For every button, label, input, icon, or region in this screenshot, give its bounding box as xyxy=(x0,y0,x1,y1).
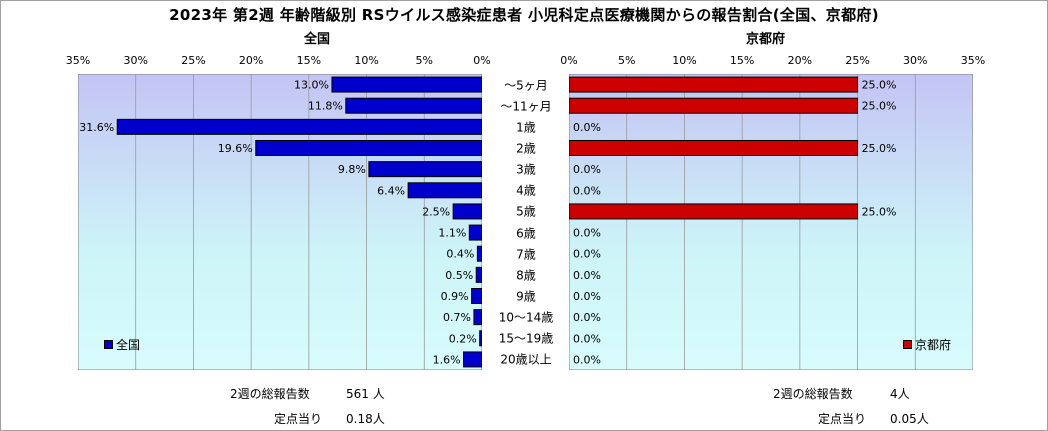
kyoto-data-label: 0.0% xyxy=(573,227,601,240)
national-tick-label: 0% xyxy=(473,54,491,67)
footer-right-per-label: 定点当り xyxy=(818,412,867,426)
plot-area-national: 13.0% 11.8% 31.6% 19.6% 9.8% 6.4% 2.5% 1.1% 0.4%… xyxy=(78,74,482,370)
national-data-label: 0.4% xyxy=(446,248,474,261)
national-bar xyxy=(475,266,482,283)
national-data-label: 9.8% xyxy=(338,163,366,176)
national-bar xyxy=(116,118,482,135)
legend-label-kyoto: 京都府 xyxy=(915,338,952,352)
national-data-label: 11.8% xyxy=(308,100,343,113)
kyoto-tick-label: 5% xyxy=(617,54,636,67)
category-label: ～5ヶ月 xyxy=(504,78,548,93)
chart-title: 2023年 第2週 年齢階級別 RSウイルス感染症患者 小児科定点医療機関からの… xyxy=(169,6,879,24)
category-label: 20歳以上 xyxy=(500,352,552,367)
kyoto-data-label: 25.0% xyxy=(862,100,897,113)
category-label: 1歳 xyxy=(516,120,536,135)
kyoto-tick-label: 15% xyxy=(729,54,755,67)
category-label: 2歳 xyxy=(516,141,536,156)
kyoto-bar xyxy=(569,97,859,114)
category-label: 4歳 xyxy=(516,183,536,198)
national-tick-label: 20% xyxy=(238,54,264,67)
national-bar xyxy=(476,245,482,262)
kyoto-tick-label: 30% xyxy=(903,54,928,67)
national-tick-label: 35% xyxy=(65,54,91,67)
kyoto-data-label: 0.0% xyxy=(573,269,601,282)
kyoto-data-label: 0.0% xyxy=(573,311,601,324)
footer-right-total-label: 2週の総報告数 xyxy=(773,387,853,401)
kyoto-bar xyxy=(569,140,859,156)
category-label: ～11ヶ月 xyxy=(500,99,552,114)
national-bar xyxy=(463,351,482,368)
legend-kyoto: 京都府 xyxy=(903,336,951,353)
kyoto-data-label: 0.0% xyxy=(573,184,601,197)
kyoto-tick-label: 0% xyxy=(560,54,578,67)
national-bar xyxy=(368,161,482,178)
national-bar xyxy=(331,76,482,93)
category-label: 15～19歳 xyxy=(498,331,554,346)
national-bar xyxy=(255,140,482,156)
kyoto-data-label: 25.0% xyxy=(862,142,897,155)
national-data-label: 1.6% xyxy=(433,353,461,366)
national-tick-label: 5% xyxy=(415,54,434,67)
national-data-label: 0.9% xyxy=(441,290,469,303)
national-bar xyxy=(407,182,482,199)
footer-right-per-value: 0.05人 xyxy=(890,412,929,426)
kyoto-data-label: 25.0% xyxy=(862,79,897,92)
footer-left-per-label: 定点当り xyxy=(274,412,323,426)
kyoto-tick-label: 20% xyxy=(787,54,813,67)
kyoto-svg: 25.0% 25.0% 0.0% 25.0% 0.0% 0.0% 25.0% 0.0% 0.0%… xyxy=(569,74,973,370)
legend-label-national: 全国 xyxy=(116,338,141,352)
national-data-label: 6.4% xyxy=(377,184,405,197)
category-label: 10～14歳 xyxy=(498,310,554,325)
national-bar xyxy=(468,224,482,241)
category-label: 7歳 xyxy=(516,247,536,262)
national-data-label: 13.0% xyxy=(294,79,329,92)
kyoto-tick-label: 10% xyxy=(672,54,697,67)
national-tick-label: 30% xyxy=(123,54,148,67)
panel-title-national: 全国 xyxy=(304,32,331,47)
national-background xyxy=(78,74,482,370)
national-bar xyxy=(471,288,482,304)
legend-swatch-national xyxy=(104,340,113,349)
footer-left-total-value: 561 人 xyxy=(346,387,385,401)
kyoto-tick-label: 35% xyxy=(960,54,986,67)
kyoto-data-label: 0.0% xyxy=(573,121,601,134)
kyoto-data-label: 25.0% xyxy=(862,205,897,218)
national-data-label: 0.2% xyxy=(449,332,477,345)
kyoto-data-label: 0.0% xyxy=(573,248,601,261)
national-data-label: 0.7% xyxy=(443,311,471,324)
national-bar xyxy=(479,330,482,347)
kyoto-tick-label: 25% xyxy=(845,54,870,67)
national-data-label: 19.6% xyxy=(218,142,253,155)
legend-national: 全国 xyxy=(104,336,140,353)
category-label: 8歳 xyxy=(516,268,536,283)
category-label: 9歳 xyxy=(516,289,536,304)
national-tick-label: 10% xyxy=(354,54,379,67)
national-bar xyxy=(473,309,482,326)
national-bar xyxy=(345,97,482,114)
footer-left-per-value: 0.18人 xyxy=(346,412,385,426)
national-svg: 13.0% 11.8% 31.6% 19.6% 9.8% 6.4% 2.5% 1.1% 0.4%… xyxy=(78,74,482,370)
kyoto-data-label: 0.0% xyxy=(573,353,601,366)
legend-swatch-kyoto xyxy=(903,340,912,349)
national-tick-label: 25% xyxy=(181,54,206,67)
kyoto-data-label: 0.0% xyxy=(573,163,601,176)
plot-area-kyoto: 25.0% 25.0% 0.0% 25.0% 0.0% 0.0% 25.0% 0.0% 0.0%… xyxy=(569,74,973,370)
kyoto-background xyxy=(569,74,973,370)
category-label: 6歳 xyxy=(516,226,536,241)
footer-left-total-label: 2週の総報告数 xyxy=(230,387,310,401)
kyoto-bar xyxy=(569,203,859,220)
national-bar xyxy=(452,203,482,220)
national-tick-label: 15% xyxy=(296,54,322,67)
category-label: 3歳 xyxy=(516,162,536,177)
category-label: 5歳 xyxy=(516,204,536,219)
national-data-label: 0.5% xyxy=(445,269,473,282)
kyoto-data-label: 0.0% xyxy=(573,290,601,303)
kyoto-bar xyxy=(569,76,859,93)
national-data-label: 31.6% xyxy=(79,121,114,134)
panel-title-kyoto: 京都府 xyxy=(746,32,786,47)
national-data-label: 2.5% xyxy=(422,205,450,218)
national-data-label: 1.1% xyxy=(438,227,466,240)
footer-right-total-value: 4人 xyxy=(890,387,910,401)
kyoto-data-label: 0.0% xyxy=(573,332,601,345)
